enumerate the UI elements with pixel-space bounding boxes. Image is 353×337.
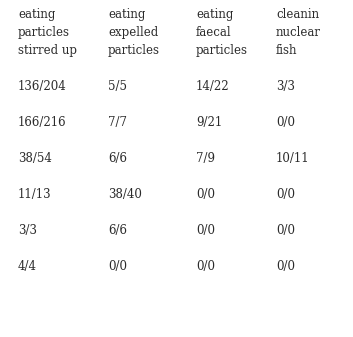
Text: 0/0: 0/0 xyxy=(276,260,295,273)
Text: particles: particles xyxy=(18,26,70,39)
Text: 5/5: 5/5 xyxy=(108,80,127,93)
Text: 7/9: 7/9 xyxy=(196,152,215,165)
Text: cleanin: cleanin xyxy=(276,8,319,21)
Text: 0/0: 0/0 xyxy=(276,116,295,129)
Text: stirred up: stirred up xyxy=(18,44,77,57)
Text: 0/0: 0/0 xyxy=(196,188,215,201)
Text: 38/40: 38/40 xyxy=(108,188,142,201)
Text: 0/0: 0/0 xyxy=(276,188,295,201)
Text: particles: particles xyxy=(108,44,160,57)
Text: 3/3: 3/3 xyxy=(276,80,295,93)
Text: 4/4: 4/4 xyxy=(18,260,37,273)
Text: particles: particles xyxy=(196,44,248,57)
Text: nuclear: nuclear xyxy=(276,26,321,39)
Text: eating: eating xyxy=(196,8,233,21)
Text: 136/204: 136/204 xyxy=(18,80,67,93)
Text: 3/3: 3/3 xyxy=(18,224,37,237)
Text: 10/11: 10/11 xyxy=(276,152,310,165)
Text: 6/6: 6/6 xyxy=(108,152,127,165)
Text: 0/0: 0/0 xyxy=(108,260,127,273)
Text: eating: eating xyxy=(108,8,145,21)
Text: faecal: faecal xyxy=(196,26,232,39)
Text: 7/7: 7/7 xyxy=(108,116,127,129)
Text: 166/216: 166/216 xyxy=(18,116,67,129)
Text: 9/21: 9/21 xyxy=(196,116,222,129)
Text: 6/6: 6/6 xyxy=(108,224,127,237)
Text: 14/22: 14/22 xyxy=(196,80,229,93)
Text: 11/13: 11/13 xyxy=(18,188,52,201)
Text: fish: fish xyxy=(276,44,298,57)
Text: eating: eating xyxy=(18,8,55,21)
Text: 0/0: 0/0 xyxy=(196,260,215,273)
Text: 0/0: 0/0 xyxy=(276,224,295,237)
Text: 0/0: 0/0 xyxy=(196,224,215,237)
Text: expelled: expelled xyxy=(108,26,158,39)
Text: 38/54: 38/54 xyxy=(18,152,52,165)
